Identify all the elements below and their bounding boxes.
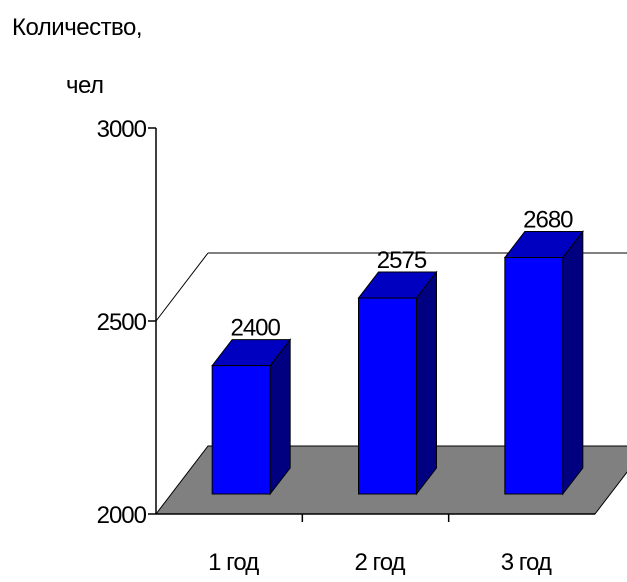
x-tick-label: 2 год — [354, 549, 405, 576]
y-axis-label-line1: Количество, — [12, 14, 143, 41]
bar — [358, 297, 417, 495]
bar-side — [269, 338, 291, 496]
bar-side — [416, 270, 437, 496]
bar — [211, 365, 271, 495]
bar — [504, 257, 564, 495]
x-tick-label: 3 год — [501, 549, 552, 576]
data-label: 2680 — [523, 207, 573, 234]
gridline-side — [155, 252, 209, 322]
y-tick-label: 3000 — [97, 116, 147, 143]
y-axis-label-line2: чел — [66, 72, 104, 99]
y-tick-label: 2000 — [97, 502, 147, 529]
x-tick-label: 1 год — [208, 549, 259, 576]
bar-side — [562, 230, 584, 496]
data-label: 2575 — [377, 247, 427, 274]
data-label: 2400 — [230, 315, 280, 342]
y-tick-label: 2500 — [97, 309, 147, 336]
